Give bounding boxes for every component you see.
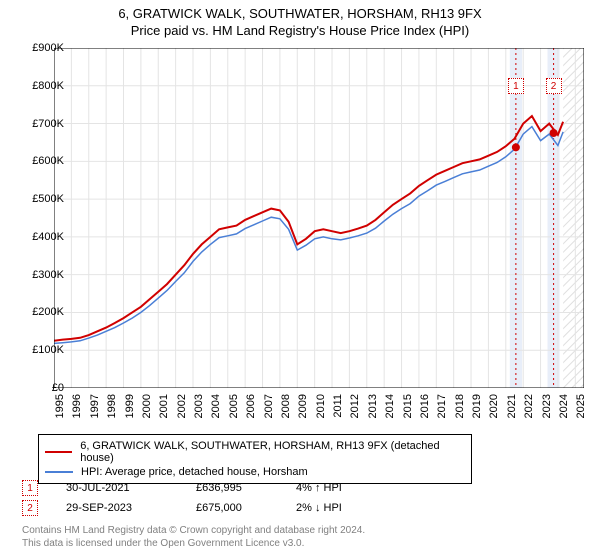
x-tick-label: 2021 bbox=[506, 394, 518, 434]
x-tick-label: 2003 bbox=[193, 394, 205, 434]
y-tick-label: £800K bbox=[14, 80, 64, 92]
sale-callout-badge: 2 bbox=[546, 78, 562, 94]
x-tick-label: 2011 bbox=[332, 394, 344, 434]
x-tick-label: 2015 bbox=[402, 394, 414, 434]
chart-container: 6, GRATWICK WALK, SOUTHWATER, HORSHAM, R… bbox=[0, 0, 600, 560]
x-tick-label: 2019 bbox=[471, 394, 483, 434]
sale-marker-badge: 2 bbox=[22, 500, 38, 516]
line-chart-svg bbox=[54, 48, 584, 388]
x-tick-label: 2005 bbox=[228, 394, 240, 434]
chart-plot-area bbox=[54, 48, 584, 388]
x-tick-label: 2020 bbox=[488, 394, 500, 434]
x-tick-label: 2006 bbox=[245, 394, 257, 434]
x-tick-label: 2017 bbox=[436, 394, 448, 434]
x-tick-label: 1996 bbox=[71, 394, 83, 434]
y-tick-label: £600K bbox=[14, 155, 64, 167]
y-tick-label: £500K bbox=[14, 193, 64, 205]
legend-swatch bbox=[45, 471, 73, 473]
x-tick-label: 2010 bbox=[315, 394, 327, 434]
footer-line: This data is licensed under the Open Gov… bbox=[22, 537, 365, 550]
legend-label: 6, GRATWICK WALK, SOUTHWATER, HORSHAM, R… bbox=[80, 440, 465, 464]
sale-marker-badge: 1 bbox=[22, 480, 38, 496]
sale-callout-badge: 1 bbox=[508, 78, 524, 94]
chart-title-line2: Price paid vs. HM Land Registry's House … bbox=[0, 21, 600, 38]
sale-price: £636,995 bbox=[196, 482, 296, 494]
legend-row: 6, GRATWICK WALK, SOUTHWATER, HORSHAM, R… bbox=[45, 439, 465, 465]
table-row: 2 29-SEP-2023 £675,000 2% ↓ HPI bbox=[22, 498, 406, 518]
x-tick-label: 2007 bbox=[263, 394, 275, 434]
x-tick-label: 2001 bbox=[158, 394, 170, 434]
chart-title-line1: 6, GRATWICK WALK, SOUTHWATER, HORSHAM, R… bbox=[0, 0, 600, 21]
x-tick-label: 2025 bbox=[575, 394, 587, 434]
x-tick-label: 2009 bbox=[297, 394, 309, 434]
legend-label: HPI: Average price, detached house, Hors… bbox=[81, 466, 308, 478]
sale-vs-hpi: 4% ↑ HPI bbox=[296, 482, 406, 494]
x-tick-label: 2004 bbox=[210, 394, 222, 434]
x-tick-label: 2002 bbox=[176, 394, 188, 434]
chart-legend: 6, GRATWICK WALK, SOUTHWATER, HORSHAM, R… bbox=[38, 434, 472, 484]
sale-date: 29-SEP-2023 bbox=[66, 502, 196, 514]
sale-price: £675,000 bbox=[196, 502, 296, 514]
table-row: 1 30-JUL-2021 £636,995 4% ↑ HPI bbox=[22, 478, 406, 498]
y-tick-label: £700K bbox=[14, 118, 64, 130]
sale-vs-hpi: 2% ↓ HPI bbox=[296, 502, 406, 514]
y-tick-label: £300K bbox=[14, 269, 64, 281]
x-tick-label: 1999 bbox=[124, 394, 136, 434]
x-tick-label: 1998 bbox=[106, 394, 118, 434]
x-tick-label: 2013 bbox=[367, 394, 379, 434]
y-tick-label: £400K bbox=[14, 231, 64, 243]
attribution-footer: Contains HM Land Registry data © Crown c… bbox=[22, 524, 365, 550]
x-tick-label: 2024 bbox=[558, 394, 570, 434]
x-tick-label: 2018 bbox=[454, 394, 466, 434]
y-tick-label: £900K bbox=[14, 42, 64, 54]
legend-swatch bbox=[45, 451, 72, 453]
x-tick-label: 2023 bbox=[541, 394, 553, 434]
x-tick-label: 2014 bbox=[384, 394, 396, 434]
x-tick-label: 2000 bbox=[141, 394, 153, 434]
x-tick-label: 2012 bbox=[349, 394, 361, 434]
y-tick-label: £100K bbox=[14, 344, 64, 356]
x-tick-label: 2022 bbox=[523, 394, 535, 434]
x-tick-label: 1995 bbox=[54, 394, 66, 434]
x-tick-label: 2008 bbox=[280, 394, 292, 434]
y-tick-label: £200K bbox=[14, 306, 64, 318]
y-tick-label: £0 bbox=[14, 382, 64, 394]
sales-table: 1 30-JUL-2021 £636,995 4% ↑ HPI 2 29-SEP… bbox=[22, 478, 406, 518]
x-tick-label: 2016 bbox=[419, 394, 431, 434]
sale-date: 30-JUL-2021 bbox=[66, 482, 196, 494]
x-tick-label: 1997 bbox=[89, 394, 101, 434]
legend-row: HPI: Average price, detached house, Hors… bbox=[45, 465, 465, 479]
footer-line: Contains HM Land Registry data © Crown c… bbox=[22, 524, 365, 537]
